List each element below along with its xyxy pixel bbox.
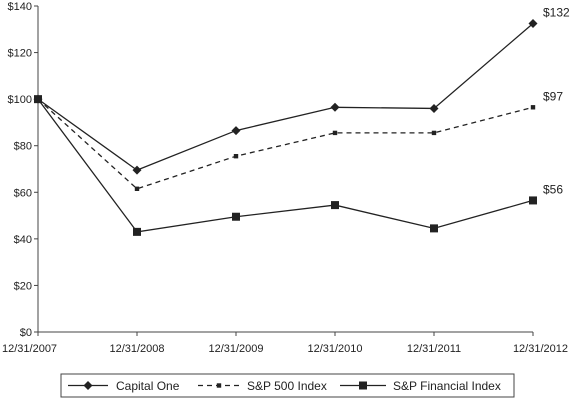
series-s-p-financial-index [34, 95, 537, 236]
legend-box [60, 373, 515, 398]
data-point [331, 201, 339, 210]
data-point [332, 130, 338, 136]
x-tick-label: 12/31/2012 [513, 343, 568, 355]
end-value-label: $132 [543, 5, 570, 19]
series-line [37, 98, 534, 190]
legend-label: S&P 500 Index [247, 379, 327, 393]
y-tick-label: $100 [8, 94, 32, 106]
chart-legend: Capital One S&P 500 Index S&P Financial In… [60, 373, 515, 398]
y-tick-label: $80 [14, 141, 32, 153]
legend-marker [359, 381, 367, 390]
data-point [430, 224, 438, 233]
legend-marker [83, 381, 93, 390]
legend-item: S&P 500 Index [198, 379, 327, 393]
y-tick-label: $40 [14, 234, 32, 246]
data-point [132, 165, 142, 175]
legend-label: Capital One [116, 379, 180, 393]
plot-area [33, 18, 538, 236]
data-point [34, 95, 42, 104]
end-value-labels: $132 $97 $56 [543, 5, 570, 196]
data-point [231, 126, 241, 136]
y-tick-label: $140 [8, 1, 32, 13]
data-point [232, 212, 240, 221]
data-point [330, 102, 340, 112]
data-point [530, 105, 536, 110]
series-capital-one [33, 18, 538, 175]
x-tick-label: 12/31/2009 [208, 343, 263, 355]
x-tick-label: 12/31/2007 [2, 343, 57, 355]
legend-item: S&P Financial Index [340, 379, 501, 393]
data-point [134, 186, 140, 191]
x-tick-label: 12/31/2008 [109, 343, 164, 355]
y-tick-label: $60 [14, 187, 32, 199]
data-point [529, 196, 537, 205]
legend-marker [216, 383, 222, 388]
chart-axes [37, 6, 533, 333]
data-point [431, 130, 437, 136]
end-value-label: $56 [543, 182, 563, 196]
x-tick-label: 12/31/2011 [407, 343, 461, 355]
y-axis-ticks: $0 $20 $40 $60 $80 $100 $120 $140 [8, 1, 38, 339]
series-s-p-500-index [35, 96, 536, 191]
y-tick-label: $0 [20, 327, 32, 339]
x-tick-label: 12/31/2010 [307, 343, 362, 355]
y-tick-label: $120 [8, 48, 32, 60]
y-tick-label: $20 [14, 280, 32, 292]
data-point [133, 227, 141, 236]
data-point [233, 153, 239, 159]
legend-item: Capital One [68, 379, 180, 393]
series-line [37, 98, 534, 233]
legend-label: S&P Financial Index [393, 379, 501, 393]
end-value-label: $97 [543, 89, 563, 103]
data-point [528, 18, 538, 28]
x-axis-ticks: 12/31/2007 12/31/2008 12/31/2009 12/31/2010… [2, 332, 568, 355]
series-line [37, 22, 534, 171]
data-point [429, 103, 439, 113]
